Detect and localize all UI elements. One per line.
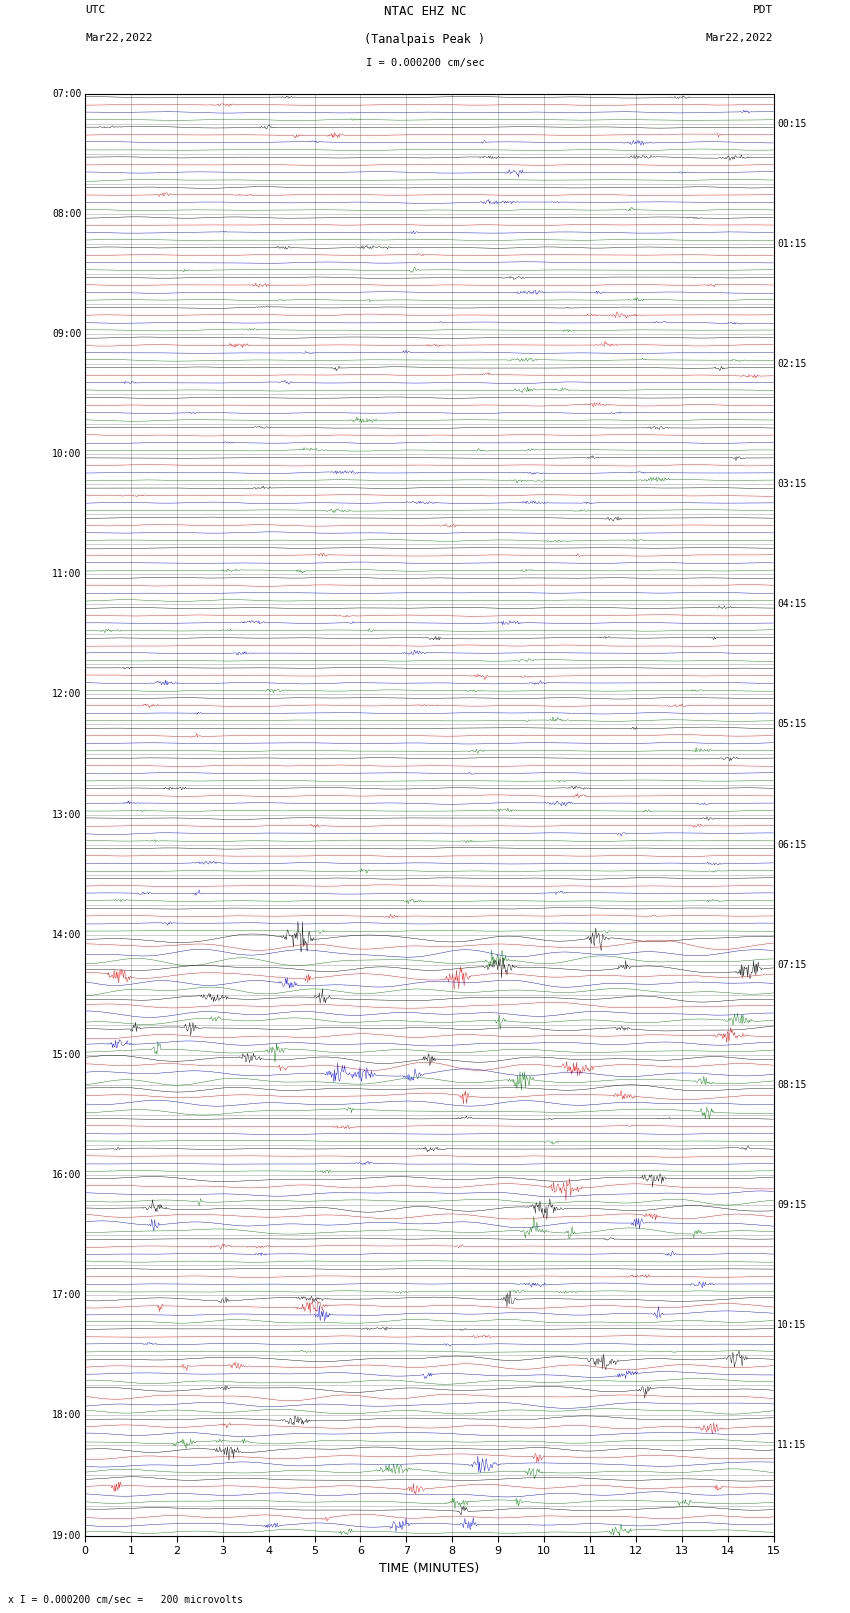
Text: PDT: PDT: [753, 5, 774, 15]
Text: 07:15: 07:15: [777, 960, 807, 969]
Text: 11:15: 11:15: [777, 1440, 807, 1450]
Text: 17:00: 17:00: [52, 1290, 82, 1300]
Text: 06:15: 06:15: [777, 840, 807, 850]
Text: Mar22,2022: Mar22,2022: [706, 32, 774, 42]
Text: 09:15: 09:15: [777, 1200, 807, 1210]
Text: NTAC EHZ NC: NTAC EHZ NC: [383, 5, 467, 18]
Text: Mar22,2022: Mar22,2022: [85, 32, 152, 42]
Text: 07:00: 07:00: [52, 89, 82, 98]
Text: 00:15: 00:15: [777, 119, 807, 129]
Text: 10:15: 10:15: [777, 1321, 807, 1331]
Text: 02:15: 02:15: [777, 360, 807, 369]
Text: 10:00: 10:00: [52, 448, 82, 460]
Text: 11:00: 11:00: [52, 569, 82, 579]
Text: 05:15: 05:15: [777, 719, 807, 729]
Text: 08:15: 08:15: [777, 1081, 807, 1090]
Text: 09:00: 09:00: [52, 329, 82, 339]
Text: UTC: UTC: [85, 5, 105, 15]
Text: 19:00: 19:00: [52, 1531, 82, 1540]
Text: 04:15: 04:15: [777, 600, 807, 610]
Text: 15:00: 15:00: [52, 1050, 82, 1060]
Text: 16:00: 16:00: [52, 1169, 82, 1181]
Text: x I = 0.000200 cm/sec =   200 microvolts: x I = 0.000200 cm/sec = 200 microvolts: [8, 1595, 243, 1605]
Text: 12:00: 12:00: [52, 689, 82, 700]
Text: 18:00: 18:00: [52, 1410, 82, 1421]
Text: (Tanalpais Peak ): (Tanalpais Peak ): [365, 32, 485, 45]
Text: I = 0.000200 cm/sec: I = 0.000200 cm/sec: [366, 58, 484, 68]
Text: 01:15: 01:15: [777, 239, 807, 248]
Text: 14:00: 14:00: [52, 929, 82, 940]
Text: 13:00: 13:00: [52, 810, 82, 819]
Text: 03:15: 03:15: [777, 479, 807, 489]
X-axis label: TIME (MINUTES): TIME (MINUTES): [379, 1561, 479, 1574]
Text: 08:00: 08:00: [52, 208, 82, 219]
